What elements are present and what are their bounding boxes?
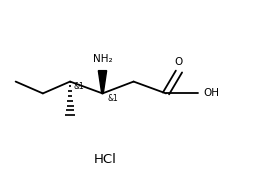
Text: &1: &1: [74, 83, 84, 91]
Text: OH: OH: [203, 88, 219, 98]
Text: O: O: [175, 57, 183, 67]
Polygon shape: [98, 71, 107, 93]
Text: &1: &1: [107, 94, 118, 103]
Text: HCl: HCl: [94, 153, 117, 166]
Text: NH₂: NH₂: [93, 54, 112, 64]
